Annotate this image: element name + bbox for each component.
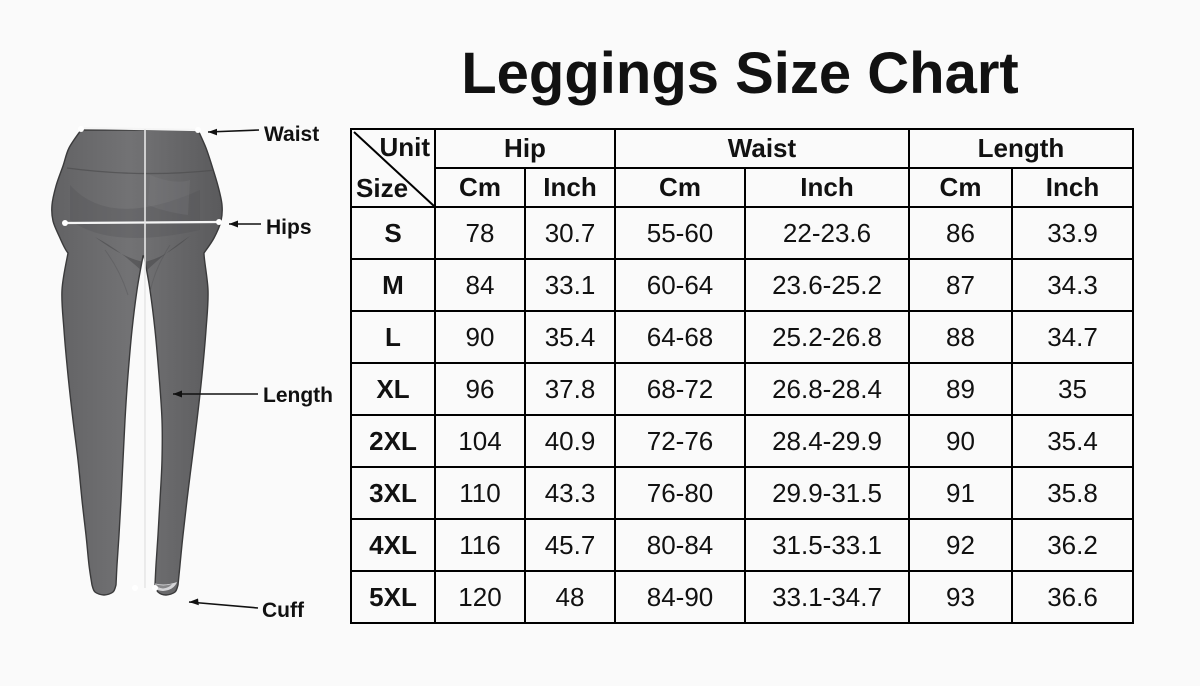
svg-text:Length: Length <box>263 384 333 407</box>
svg-text:Waist: Waist <box>264 123 319 146</box>
svg-text:Cuff: Cuff <box>262 599 305 622</box>
svg-text:Hips: Hips <box>266 216 312 239</box>
